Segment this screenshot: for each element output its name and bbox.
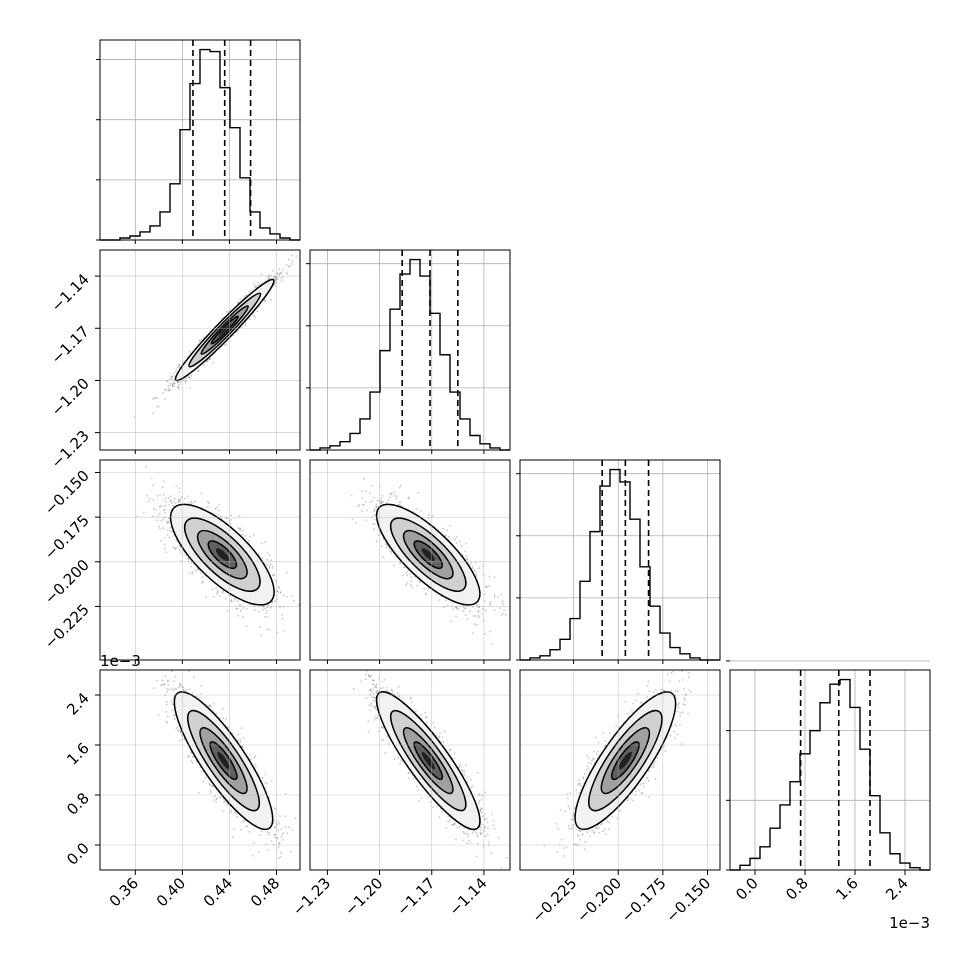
x-tick-label: −1.17 bbox=[393, 874, 438, 919]
contour-line bbox=[200, 305, 249, 355]
x-tick-label: 0.36 bbox=[106, 874, 142, 910]
contour-line bbox=[588, 709, 663, 812]
density-panel-1-2 bbox=[309, 459, 511, 661]
panel-frame bbox=[99, 39, 301, 241]
y-tick-label: 0.0 bbox=[63, 839, 93, 869]
x-tick-label: 0.48 bbox=[247, 874, 283, 910]
panels-layer bbox=[96, 39, 931, 871]
panel-frame bbox=[309, 459, 511, 661]
histogram-panel-2 bbox=[516, 459, 721, 661]
y-tick-label: −0.200 bbox=[41, 556, 93, 608]
histogram-panel-3 bbox=[726, 660, 931, 871]
panel-frame bbox=[99, 459, 301, 661]
density-fill bbox=[218, 323, 231, 337]
x-tick-label: 1.6 bbox=[832, 874, 862, 904]
y-tick-label: −0.175 bbox=[41, 511, 93, 563]
y-tick-label: −1.17 bbox=[48, 322, 93, 367]
histogram-panel-1 bbox=[306, 249, 511, 451]
y-tick-label: −1.20 bbox=[48, 375, 93, 420]
panel-frame bbox=[519, 459, 721, 661]
x-tick-label: −0.225 bbox=[528, 874, 580, 926]
contour-line bbox=[389, 709, 467, 812]
contour-line bbox=[600, 727, 651, 795]
x-tick-label: −0.175 bbox=[618, 874, 670, 926]
x-tick-label: 0.8 bbox=[782, 874, 812, 904]
panel-background bbox=[310, 250, 510, 450]
x-tick-label: −0.200 bbox=[573, 874, 625, 926]
contour-line bbox=[183, 517, 261, 592]
y-tick-label: −0.150 bbox=[41, 467, 93, 519]
panel-frame bbox=[309, 669, 511, 871]
panel-frame bbox=[729, 669, 931, 871]
density-panel-2-3 bbox=[519, 669, 721, 871]
panel-frame bbox=[309, 249, 511, 451]
contour-line bbox=[209, 741, 238, 781]
histogram-step-line bbox=[520, 468, 720, 661]
panel-frame bbox=[519, 669, 721, 871]
contour-line bbox=[207, 540, 238, 570]
y-tick-label: 0.8 bbox=[63, 789, 93, 819]
contour-line bbox=[413, 741, 444, 781]
panel-frame bbox=[99, 669, 301, 871]
x-tick-label: 0.40 bbox=[153, 874, 189, 910]
x-tick-label: −1.20 bbox=[341, 874, 386, 919]
contour-line bbox=[173, 691, 274, 831]
x-offset-label: 1e−3 bbox=[889, 914, 930, 932]
density-fill bbox=[215, 548, 229, 562]
histogram-step-line bbox=[100, 48, 300, 241]
contour-line bbox=[402, 529, 454, 580]
histogram-step-line bbox=[310, 258, 510, 451]
contour-line bbox=[413, 540, 444, 570]
panel-frame bbox=[99, 249, 301, 451]
histogram-step-line bbox=[730, 678, 930, 871]
x-tick-label: −1.23 bbox=[289, 874, 334, 919]
contour-line bbox=[610, 741, 640, 781]
contour-line bbox=[187, 709, 261, 812]
contour-line bbox=[574, 691, 677, 831]
y-offset-label: 1e−3 bbox=[100, 652, 141, 670]
y-tick-label: −1.23 bbox=[48, 427, 93, 472]
y-tick-label: −1.14 bbox=[48, 270, 93, 315]
density-panel-0-3 bbox=[99, 669, 301, 871]
panel-background bbox=[520, 460, 720, 660]
density-panel-0-2 bbox=[99, 459, 301, 661]
density-fill bbox=[618, 751, 632, 770]
x-tick-label: 0.44 bbox=[200, 874, 236, 910]
histogram-panel-0 bbox=[96, 39, 301, 241]
density-panel-0-1 bbox=[99, 249, 301, 451]
contour-line bbox=[196, 529, 248, 580]
contour-line bbox=[375, 691, 481, 831]
y-tick-label: 1.6 bbox=[63, 739, 93, 769]
y-tick-label: 2.4 bbox=[63, 689, 93, 719]
contour-line bbox=[169, 503, 275, 606]
density-fill bbox=[217, 751, 230, 770]
x-tick-label: −0.150 bbox=[662, 874, 714, 926]
y-tick-label: −0.225 bbox=[41, 601, 93, 653]
x-tick-label: 0.0 bbox=[732, 874, 762, 904]
contour-line bbox=[389, 517, 467, 592]
contour-line bbox=[402, 727, 454, 795]
density-panel-1-3 bbox=[309, 669, 511, 871]
x-tick-label: −1.14 bbox=[446, 874, 491, 919]
contour-line bbox=[199, 727, 248, 795]
x-tick-label: 2.4 bbox=[882, 874, 912, 904]
